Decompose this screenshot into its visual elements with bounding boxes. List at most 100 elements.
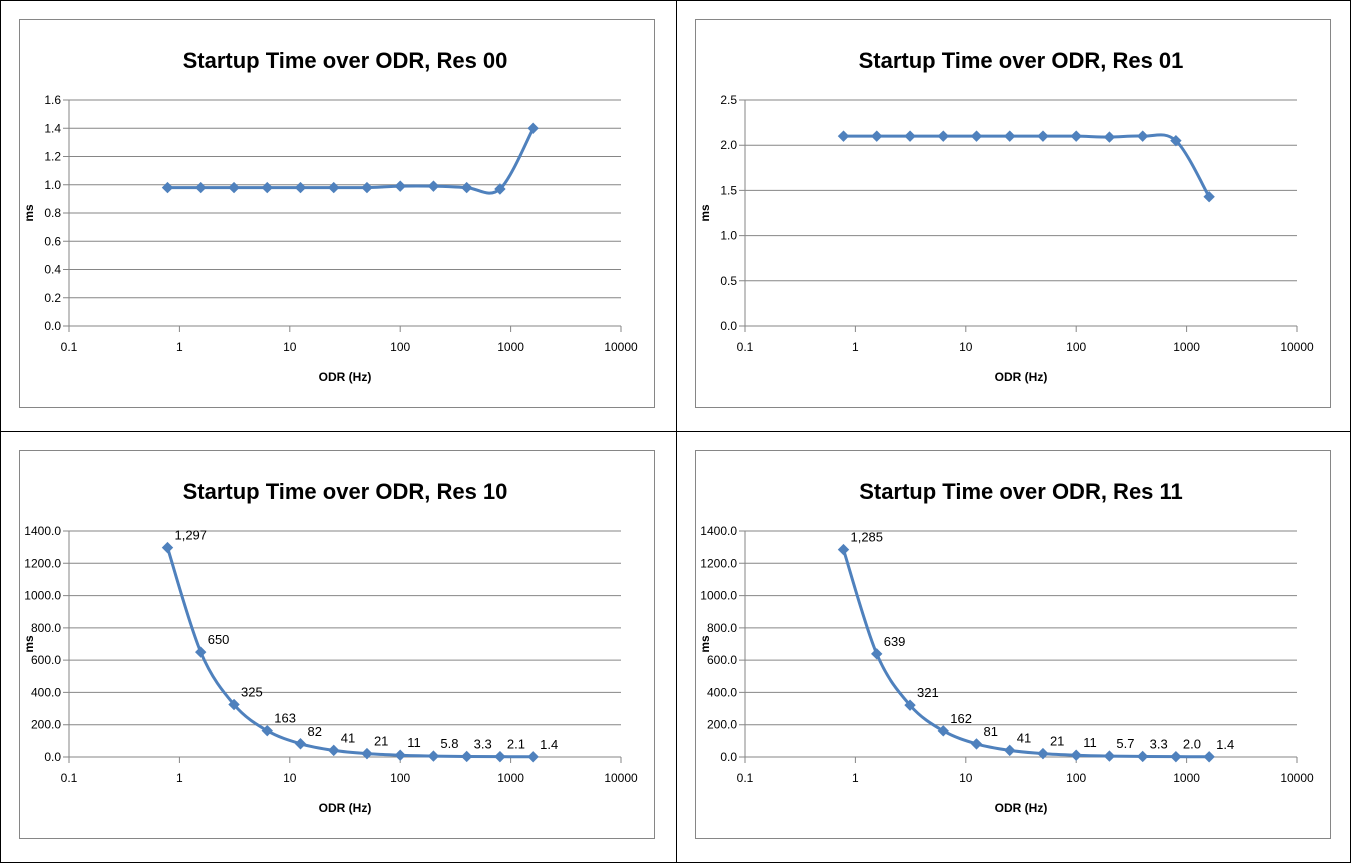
y-tick-label: 600.0 xyxy=(31,653,61,667)
data-point xyxy=(1070,749,1082,761)
data-point xyxy=(161,181,174,194)
data-label: 21 xyxy=(374,734,388,749)
data-point xyxy=(328,744,340,757)
data-point xyxy=(195,181,207,194)
chart-title: Startup Time over ODR, Res 10 xyxy=(183,479,508,504)
chart-title: Startup Time over ODR, Res 00 xyxy=(183,48,508,73)
y-tick-label: 0.2 xyxy=(44,291,61,305)
data-point xyxy=(195,646,207,658)
data-point xyxy=(460,181,473,194)
data-point xyxy=(261,724,273,737)
y-tick-label: 1400.0 xyxy=(24,524,61,538)
chart-res-01: Startup Time over ODR, Res 01 0.0 0.5 1.0 1.… xyxy=(698,48,1314,384)
data-point xyxy=(1037,747,1049,760)
chart-frame: Startup Time over ODR, Res 01 0.0 0.5 1.0 1.… xyxy=(695,19,1331,408)
data-label: 3.3 xyxy=(1150,736,1168,751)
y-tick-label: 2.5 xyxy=(720,93,737,107)
data-point xyxy=(1170,750,1182,763)
y-tick-label: 0.6 xyxy=(44,234,61,248)
x-axis-title: ODR (Hz) xyxy=(319,370,372,384)
chart-frame: Startup Time over ODR, Res 10 0.0 200.0 400… xyxy=(19,450,655,839)
y-tick-label: 0.0 xyxy=(44,750,61,764)
data-point xyxy=(494,183,506,195)
y-tick-label: 0.0 xyxy=(44,319,61,333)
y-tick-label: 1.2 xyxy=(44,150,61,164)
data-label: 5.7 xyxy=(1116,736,1134,751)
data-label: 321 xyxy=(917,685,939,700)
data-point xyxy=(837,543,850,556)
data-point xyxy=(494,750,506,763)
x-tick-label: 100 xyxy=(1066,340,1086,354)
data-label: 3.3 xyxy=(474,736,492,751)
chart-title: Startup Time over ODR, Res 01 xyxy=(859,48,1184,73)
data-point xyxy=(970,738,983,750)
y-tick-label: 1.0 xyxy=(44,178,61,192)
data-label: 21 xyxy=(1050,734,1064,749)
data-point xyxy=(1004,130,1016,142)
y-axis-title: ms xyxy=(22,635,36,653)
data-label: 5.8 xyxy=(440,736,458,751)
y-tick-label: 1000.0 xyxy=(700,589,737,603)
chart-cell-res-11: Startup Time over ODR, Res 11 0.0 200.0 400… xyxy=(676,431,1351,863)
data-label: 1.4 xyxy=(540,737,558,752)
x-tick-label: 1000 xyxy=(1173,771,1200,785)
y-tick-label: 2.0 xyxy=(720,138,737,152)
y-axis-title: ms xyxy=(698,204,712,222)
data-point xyxy=(1170,134,1182,147)
data-point xyxy=(970,130,983,142)
y-tick-label: 200.0 xyxy=(707,718,737,732)
series-line xyxy=(842,549,1210,759)
chart-frame: Startup Time over ODR, Res 00 0.0 0.2 0.4 0.… xyxy=(19,19,655,408)
chart-cell-res-01: Startup Time over ODR, Res 01 0.0 0.5 1.0 1.… xyxy=(676,0,1351,432)
x-axis-title: ODR (Hz) xyxy=(995,370,1048,384)
y-tick-label: 1.0 xyxy=(720,229,737,243)
y-axis-title: ms xyxy=(698,635,712,653)
data-label: 82 xyxy=(307,724,321,739)
data-point xyxy=(294,181,307,194)
y-tick-label: 1200.0 xyxy=(700,556,737,570)
y-tick-label: 200.0 xyxy=(31,718,61,732)
chart-res-00: Startup Time over ODR, Res 00 0.0 0.2 0.4 0.… xyxy=(22,48,638,384)
data-point xyxy=(427,180,440,192)
x-tick-label: 10000 xyxy=(604,340,638,354)
y-tick-label: 600.0 xyxy=(707,653,737,667)
data-label: 639 xyxy=(884,634,906,649)
x-tick-label: 1 xyxy=(852,340,859,354)
y-tick-label: 800.0 xyxy=(707,621,737,635)
y-axis-title: ms xyxy=(22,204,36,222)
data-label: 162 xyxy=(950,711,972,726)
y-tick-label: 1000.0 xyxy=(24,589,61,603)
data-label: 163 xyxy=(274,711,296,726)
data-point xyxy=(394,749,406,761)
data-point xyxy=(1136,130,1149,142)
series-line xyxy=(843,133,1211,198)
data-point xyxy=(1203,751,1215,763)
data-label: 41 xyxy=(1017,730,1031,745)
y-tick-label: 1200.0 xyxy=(24,556,61,570)
x-tick-label: 1 xyxy=(852,771,859,785)
chart-res-10: Startup Time over ODR, Res 10 0.0 200.0 400… xyxy=(22,479,638,815)
data-point xyxy=(460,750,473,763)
data-point xyxy=(904,130,916,142)
data-point xyxy=(1103,131,1116,143)
y-tick-label: 0.0 xyxy=(720,319,737,333)
data-point xyxy=(527,122,539,134)
data-label: 41 xyxy=(341,730,355,745)
chart-cell-res-10: Startup Time over ODR, Res 10 0.0 200.0 400… xyxy=(0,431,677,863)
x-tick-label: 10 xyxy=(283,340,297,354)
chart-frame: Startup Time over ODR, Res 11 0.0 200.0 400… xyxy=(695,450,1331,839)
x-tick-label: 0.1 xyxy=(61,340,78,354)
x-tick-label: 10 xyxy=(959,340,973,354)
x-tick-label: 1 xyxy=(176,771,183,785)
data-point xyxy=(228,181,240,194)
data-point xyxy=(871,130,883,142)
data-label: 325 xyxy=(241,685,263,700)
data-point xyxy=(527,751,539,763)
data-label: 1.4 xyxy=(1216,737,1234,752)
data-point xyxy=(328,181,340,194)
y-tick-label: 400.0 xyxy=(707,685,737,699)
x-axis-title: ODR (Hz) xyxy=(995,801,1048,815)
data-point xyxy=(1037,130,1049,142)
data-point xyxy=(1103,750,1116,762)
